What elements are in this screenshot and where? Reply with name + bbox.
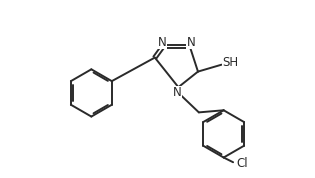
Text: N: N (158, 36, 167, 49)
Text: SH: SH (222, 56, 238, 69)
Text: N: N (172, 86, 181, 99)
Text: Cl: Cl (236, 157, 248, 170)
Text: N: N (187, 36, 196, 49)
